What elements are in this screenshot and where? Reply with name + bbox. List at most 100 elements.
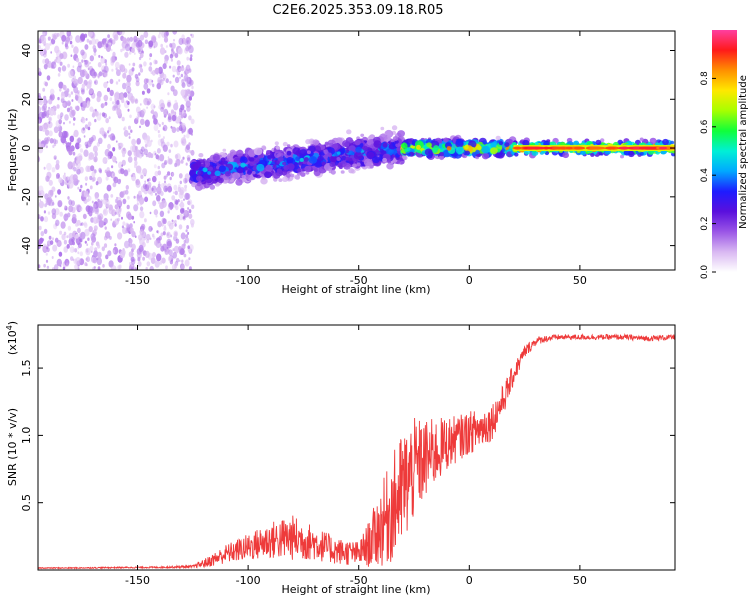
heatmap-noise-cell — [143, 61, 147, 67]
heatmap-noise-cell — [93, 225, 98, 231]
heatmap-band-cell — [401, 142, 408, 149]
heatmap-noise-cell — [70, 54, 73, 57]
heatmap-noise-cell — [66, 244, 70, 249]
heatmap-band-cell — [346, 129, 352, 135]
heatmap-noise-cell — [66, 107, 71, 113]
heatmap-band-cell — [282, 141, 288, 147]
heatmap-noise-cell — [185, 162, 188, 166]
heatmap-noise-cell — [151, 109, 155, 115]
heatmap-noise-cell — [91, 171, 96, 178]
colorbar: 0.0 0.2 0.4 0.6 0.8 Normalized spectral ampl… — [700, 30, 749, 279]
heatmap-noise-cell — [93, 52, 97, 56]
heatmap-noise-cell — [151, 233, 155, 238]
heatmap-noise-cell — [174, 190, 178, 196]
heatmap-peak-cell — [565, 146, 573, 150]
snr-y-axis-label: SNR (10 * v/v) — [6, 408, 19, 486]
heatmap-noise-cell — [170, 143, 173, 148]
heatmap-noise-cell — [106, 87, 111, 93]
heatmap-noise-cell — [113, 103, 119, 111]
heatmap-noise-cell — [187, 245, 190, 249]
heatmap-noise-cell — [114, 243, 117, 247]
heatmap-noise-cell — [108, 116, 111, 120]
heatmap-noise-cell — [97, 41, 103, 49]
heatmap-noise-cell — [59, 230, 63, 235]
heatmap-noise-cell — [182, 156, 185, 160]
heatmap-band-cell — [397, 130, 405, 138]
heatmap-noise-cell — [161, 257, 166, 264]
heatmap-noise-cell — [183, 177, 188, 184]
heatmap-noise-cell — [80, 33, 86, 41]
heatmap-noise-cell — [153, 209, 159, 216]
heatmap-band-cell — [323, 149, 329, 155]
heatmap-band-cell — [348, 168, 355, 174]
heatmap-noise-cell — [105, 176, 109, 181]
spectrogram-x-tick-label: 50 — [573, 274, 587, 287]
heatmap-noise-cell — [179, 248, 185, 256]
heatmap-noise-cell — [105, 117, 110, 124]
heatmap-noise-cell — [98, 54, 101, 58]
heatmap-noise-cell — [149, 237, 152, 241]
heatmap-noise-cell — [186, 56, 189, 61]
heatmap-noise-cell — [162, 77, 165, 82]
heatmap-noise-cell — [47, 211, 51, 215]
heatmap-band-cell — [598, 151, 603, 156]
heatmap-noise-cell — [66, 40, 69, 44]
heatmap-noise-cell — [96, 96, 101, 103]
heatmap-noise-cell — [89, 137, 91, 141]
heatmap-band-cell — [246, 170, 252, 175]
heatmap-noise-cell — [118, 111, 123, 118]
heatmap-noise-cell — [87, 126, 91, 131]
heatmap-noise-cell — [61, 41, 64, 45]
heatmap-band-cell — [303, 157, 309, 162]
heatmap-noise-cell — [174, 264, 178, 269]
heatmap-noise-cell — [57, 200, 63, 208]
heatmap-noise-cell — [176, 215, 180, 220]
heatmap-noise-cell — [103, 112, 107, 119]
heatmap-band-cell — [580, 150, 586, 156]
heatmap-noise-cell — [49, 138, 54, 144]
heatmap-noise-cell — [165, 187, 168, 191]
heatmap-noise-cell — [47, 36, 51, 41]
heatmap-noise-cell — [112, 101, 115, 105]
heatmap-noise-cell — [170, 109, 175, 114]
heatmap-noise-cell — [75, 35, 81, 43]
heatmap-noise-cell — [118, 79, 121, 82]
heatmap-noise-cell — [164, 248, 167, 253]
heatmap-band-cell — [394, 140, 399, 144]
heatmap-noise-cell — [97, 73, 100, 78]
heatmap-band-cell — [395, 142, 401, 148]
heatmap-noise-cell — [84, 228, 90, 237]
heatmap-noise-cell — [128, 125, 131, 130]
heatmap-noise-cell — [84, 124, 89, 129]
heatmap-noise-cell — [117, 178, 121, 185]
heatmap-noise-cell — [157, 170, 162, 176]
heatmap-noise-cell — [89, 245, 94, 252]
heatmap-noise-cell — [118, 206, 121, 209]
heatmap-noise-cell — [131, 138, 137, 146]
heatmap-noise-cell — [138, 190, 142, 196]
heatmap-noise-cell — [137, 39, 143, 48]
heatmap-noise-cell — [156, 186, 162, 195]
heatmap-noise-cell — [84, 262, 88, 267]
heatmap-noise-cell — [149, 62, 152, 66]
heatmap-noise-cell — [57, 73, 61, 77]
heatmap-noise-cell — [127, 108, 130, 112]
spectrogram-x-tick-label: -150 — [125, 274, 150, 287]
heatmap-noise-cell — [135, 116, 139, 120]
heatmap-band-cell — [363, 158, 372, 167]
colorbar-gradient — [712, 30, 737, 272]
heatmap-noise-cell — [160, 183, 165, 189]
heatmap-band-cell — [251, 171, 256, 175]
heatmap-noise-cell — [183, 198, 185, 201]
heatmap-noise-cell — [110, 56, 116, 64]
heatmap-noise-cell — [138, 153, 142, 159]
heatmap-noise-cell — [139, 52, 144, 59]
heatmap-noise-cell — [156, 195, 161, 202]
heatmap-noise-cell — [68, 93, 71, 98]
heatmap-noise-cell — [146, 88, 151, 94]
heatmap-peak-cell — [639, 146, 657, 150]
heatmap-noise-cell — [125, 185, 129, 190]
heatmap-noise-cell — [142, 256, 146, 261]
heatmap-noise-cell — [134, 235, 137, 238]
heatmap-noise-cell — [110, 48, 113, 52]
